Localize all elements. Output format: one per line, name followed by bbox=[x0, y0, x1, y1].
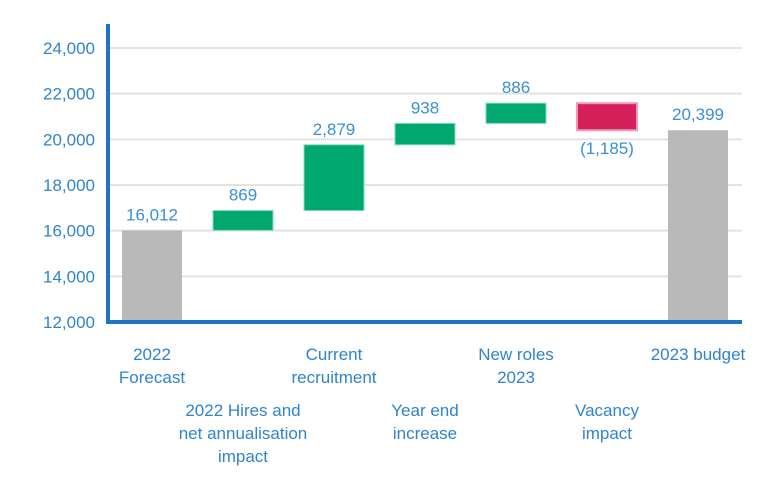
bar-increase bbox=[394, 122, 456, 146]
bar-increase bbox=[303, 144, 365, 212]
data-label: (1,185) bbox=[580, 139, 634, 158]
category-label: Current recruitment bbox=[291, 345, 376, 387]
y-tick-label: 14,000 bbox=[43, 267, 95, 286]
bar-increase bbox=[212, 210, 274, 231]
category-label-line: Vacancy bbox=[575, 401, 639, 420]
y-tick-label: 16,000 bbox=[43, 222, 95, 241]
data-label: 938 bbox=[411, 98, 439, 117]
category-label-line: net annualisation bbox=[179, 424, 308, 443]
category-label: 2023 budget bbox=[651, 345, 746, 364]
category-label-line: 2022 bbox=[133, 345, 171, 364]
y-tick-label: 18,000 bbox=[43, 176, 95, 195]
category-label-line: Current bbox=[306, 345, 363, 364]
category-label: 2022 Forecast bbox=[119, 345, 185, 387]
category-label: Vacancy impact bbox=[575, 401, 639, 443]
category-label-line: recruitment bbox=[291, 368, 376, 387]
data-label: 2,879 bbox=[313, 120, 356, 139]
data-label: 20,399 bbox=[672, 105, 724, 124]
y-tick-label: 20,000 bbox=[43, 130, 95, 149]
bar-decrease bbox=[576, 102, 638, 132]
data-label: 886 bbox=[502, 78, 530, 97]
bar-total bbox=[122, 230, 182, 322]
bar-total bbox=[668, 130, 728, 322]
category-label-line: 2023 budget bbox=[651, 345, 746, 364]
category-label-line: Year end bbox=[391, 401, 458, 420]
category-label-line: impact bbox=[218, 447, 268, 466]
category-label-line: impact bbox=[582, 424, 632, 443]
category-label-line: 2022 Hires and bbox=[185, 401, 300, 420]
category-label: 2022 Hires and net annualisation impact bbox=[179, 401, 308, 466]
category-label: New roles 2023 bbox=[478, 345, 554, 387]
y-tick-label: 24,000 bbox=[43, 39, 95, 58]
category-label-line: 2023 bbox=[497, 368, 535, 387]
bar-increase bbox=[485, 102, 547, 124]
y-tick-label: 22,000 bbox=[43, 85, 95, 104]
data-label: 869 bbox=[229, 186, 257, 205]
category-label: Year end increase bbox=[391, 401, 458, 443]
y-tick-label: 12,000 bbox=[43, 313, 95, 332]
data-label: 16,012 bbox=[126, 205, 178, 224]
category-label-line: Forecast bbox=[119, 368, 185, 387]
category-label-line: New roles bbox=[478, 345, 554, 364]
category-label-line: increase bbox=[393, 424, 457, 443]
